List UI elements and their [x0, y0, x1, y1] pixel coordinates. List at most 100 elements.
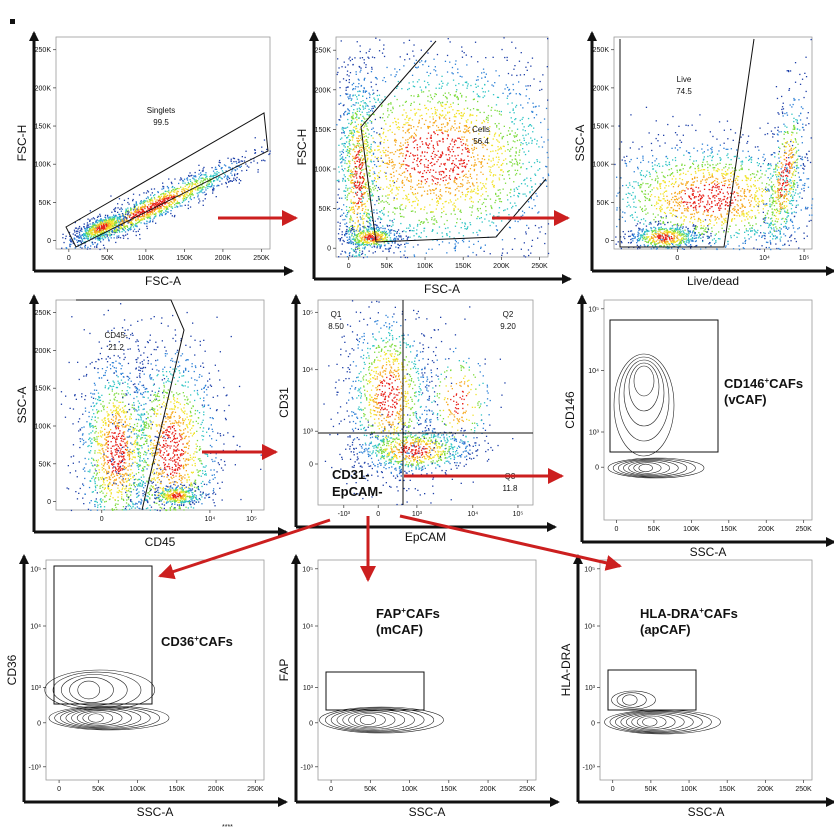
event-dot — [112, 226, 114, 228]
event-dot — [404, 142, 406, 144]
event-dot — [406, 227, 408, 229]
event-dot — [405, 194, 407, 197]
event-dot — [129, 228, 131, 230]
event-dot — [456, 166, 459, 168]
event-dot — [485, 214, 488, 216]
event-dot — [137, 207, 139, 209]
event-dot — [366, 149, 368, 152]
event-dot — [368, 242, 371, 244]
event-dot — [431, 189, 434, 191]
event-dot — [490, 160, 492, 162]
event-dot — [140, 216, 142, 218]
event-dot — [138, 194, 141, 196]
event-dot — [460, 115, 463, 117]
event-dot — [144, 207, 146, 210]
event-dot — [378, 198, 380, 200]
event-dot — [340, 162, 342, 164]
event-dot — [389, 239, 391, 241]
event-dot — [355, 175, 357, 177]
event-dot — [141, 205, 144, 207]
event-dot — [368, 57, 370, 59]
event-dot — [356, 140, 358, 142]
event-dot — [103, 233, 106, 235]
event-dot — [511, 159, 513, 161]
event-dot — [483, 119, 485, 122]
event-dot — [370, 135, 373, 137]
event-dot — [413, 235, 415, 237]
event-dot — [153, 195, 155, 197]
event-dot — [189, 183, 191, 185]
event-dot — [473, 185, 475, 187]
event-dot — [394, 75, 396, 78]
event-dot — [202, 188, 204, 191]
event-dot — [467, 119, 469, 121]
event-dot — [151, 197, 153, 199]
event-dot — [226, 179, 229, 181]
event-dot — [170, 201, 173, 203]
event-dot — [134, 208, 136, 210]
y-tick-label: 250K — [35, 47, 52, 54]
event-dot — [381, 52, 384, 54]
event-dot — [358, 143, 360, 145]
event-dot — [348, 155, 350, 158]
event-dot — [534, 173, 536, 175]
event-dot — [140, 211, 142, 214]
event-dot — [442, 138, 444, 141]
event-dot — [352, 82, 355, 85]
event-dot — [346, 148, 348, 151]
event-dot — [491, 207, 493, 210]
event-dot — [375, 37, 377, 39]
event-dot — [130, 221, 132, 223]
event-dot — [440, 80, 443, 82]
event-dot — [158, 199, 160, 201]
event-dot — [426, 219, 428, 221]
event-dot — [477, 61, 479, 63]
event-dot — [124, 217, 126, 219]
event-dot — [100, 221, 102, 223]
event-dot — [73, 238, 75, 240]
event-dot — [496, 195, 498, 197]
event-dot — [120, 224, 123, 226]
event-dot — [440, 123, 443, 126]
event-dot — [445, 130, 447, 132]
x-tick-label: 0 — [67, 255, 71, 262]
event-dot — [466, 139, 468, 141]
event-dot — [100, 234, 102, 236]
event-dot — [78, 232, 81, 234]
event-dot — [215, 196, 217, 198]
event-dot — [508, 214, 510, 216]
event-dot — [352, 116, 354, 118]
event-dot — [523, 242, 525, 244]
event-dot — [383, 201, 385, 203]
event-dot — [458, 83, 460, 85]
event-dot — [419, 86, 421, 88]
event-dot — [372, 187, 374, 189]
event-dot — [523, 139, 525, 141]
event-dot — [358, 247, 361, 249]
event-dot — [423, 221, 425, 224]
event-dot — [118, 227, 120, 229]
event-dot — [116, 235, 118, 237]
event-dot — [205, 184, 208, 186]
event-dot — [359, 104, 361, 106]
event-dot — [187, 186, 190, 189]
event-dot — [361, 253, 363, 255]
event-dot — [137, 217, 139, 219]
singlets-gate[interactable] — [65, 112, 269, 248]
event-dot — [86, 229, 88, 232]
event-dot — [138, 208, 140, 211]
event-dot — [399, 251, 402, 253]
event-dot — [481, 127, 484, 129]
event-dot — [515, 187, 518, 189]
event-dot — [125, 225, 127, 227]
event-dot — [506, 59, 508, 61]
event-dot — [397, 189, 400, 191]
event-dot — [352, 220, 354, 222]
event-dot — [341, 137, 343, 139]
event-dot — [128, 228, 130, 230]
event-dot — [228, 166, 230, 168]
event-dot — [145, 192, 148, 194]
event-dot — [351, 136, 353, 138]
event-dot — [352, 179, 354, 181]
